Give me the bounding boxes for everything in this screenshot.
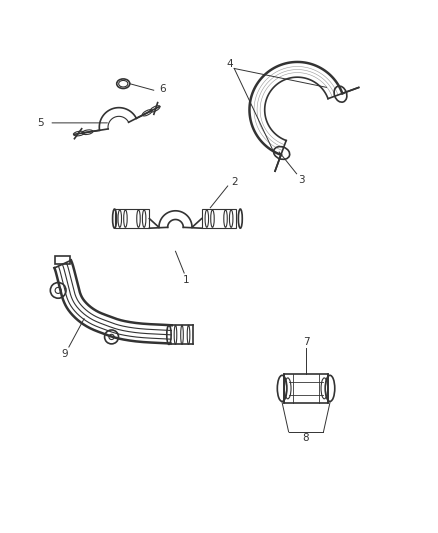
Text: 8: 8 [303, 433, 309, 443]
Text: 9: 9 [61, 349, 68, 359]
Bar [201, 209, 237, 228]
Text: 7: 7 [303, 336, 309, 346]
Bar [115, 209, 149, 228]
Bar [55, 256, 70, 264]
Text: 6: 6 [159, 84, 166, 94]
Text: 3: 3 [298, 175, 304, 185]
Text: 4: 4 [226, 59, 233, 69]
Text: 2: 2 [231, 176, 237, 187]
Bar [284, 374, 328, 402]
Text: 5: 5 [37, 118, 44, 128]
Text: 1: 1 [183, 274, 190, 285]
